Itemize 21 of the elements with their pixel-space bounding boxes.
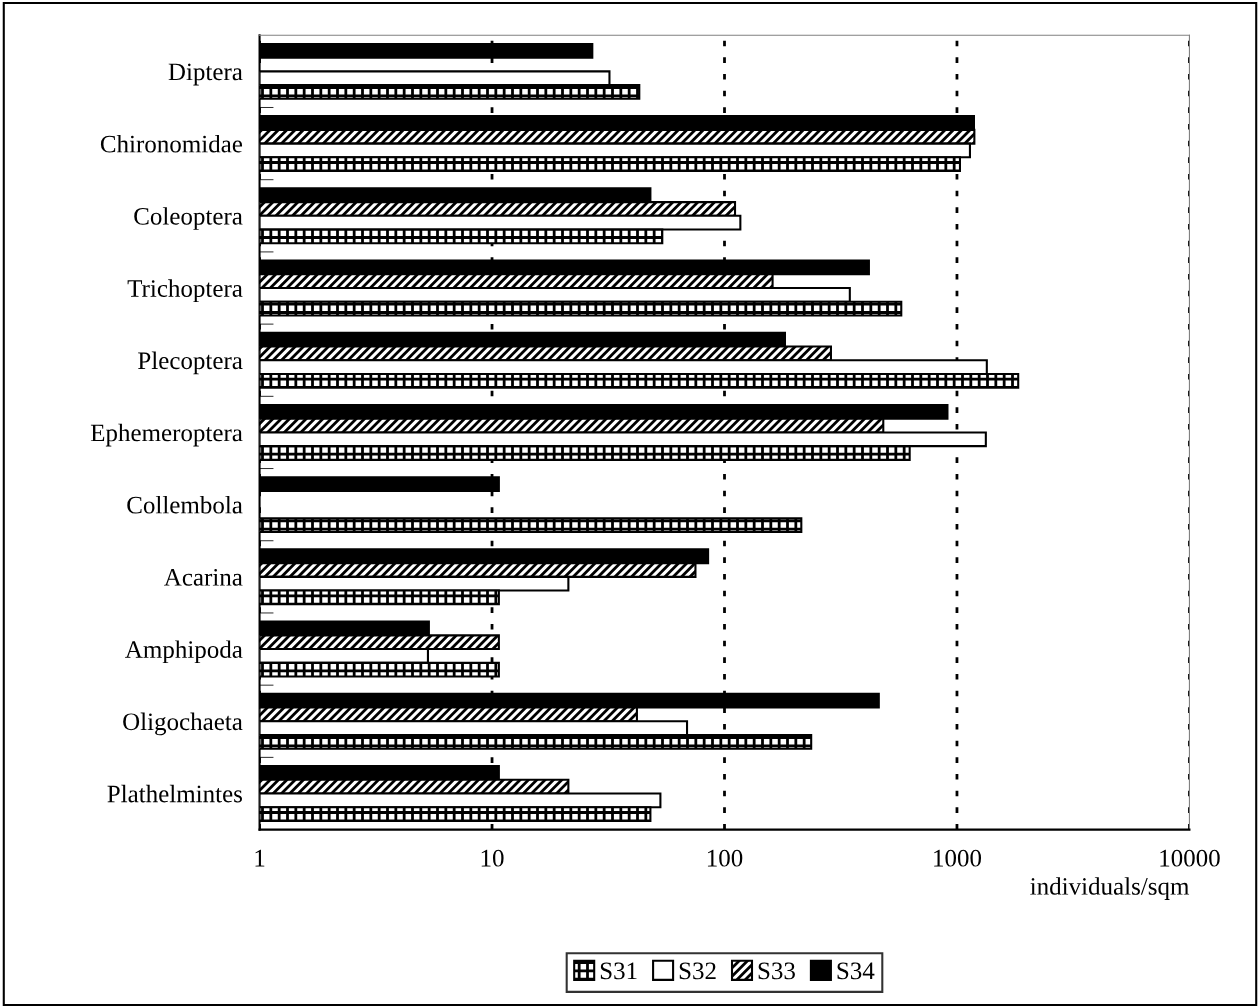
y-tick-label: Oligochaeta (123, 712, 243, 736)
x-tick-label: 10 (481, 849, 504, 867)
y-tick-label: Amphipoda (125, 640, 243, 664)
y-tick-label: Acarina (164, 568, 243, 586)
y-tick-label: Coleoptera (134, 207, 243, 230)
x-tick-label: 100 (707, 849, 743, 867)
x-tick-label: 1 (255, 849, 265, 867)
y-tick-label: Collembola (127, 495, 243, 514)
x-tick-label: 10000 (1160, 849, 1220, 867)
y-tick-label: Diptera (168, 63, 243, 86)
legend-label: S31 (600, 962, 637, 980)
legend-label: S33 (758, 962, 795, 980)
x-tick-label: 1000 (934, 849, 982, 867)
legend-label: S34 (837, 962, 875, 980)
y-tick-label: Ephemeroptera (90, 423, 243, 447)
y-tick-label: Trichoptera (127, 279, 243, 303)
y-tick-label: Plecoptera (138, 351, 243, 375)
y-tick-label: Chironomidae (100, 134, 243, 153)
x-axis-title: individuals/sqm (1030, 877, 1190, 900)
y-tick-label: Plathelmintes (107, 784, 242, 803)
legend-label: S32 (679, 962, 716, 980)
